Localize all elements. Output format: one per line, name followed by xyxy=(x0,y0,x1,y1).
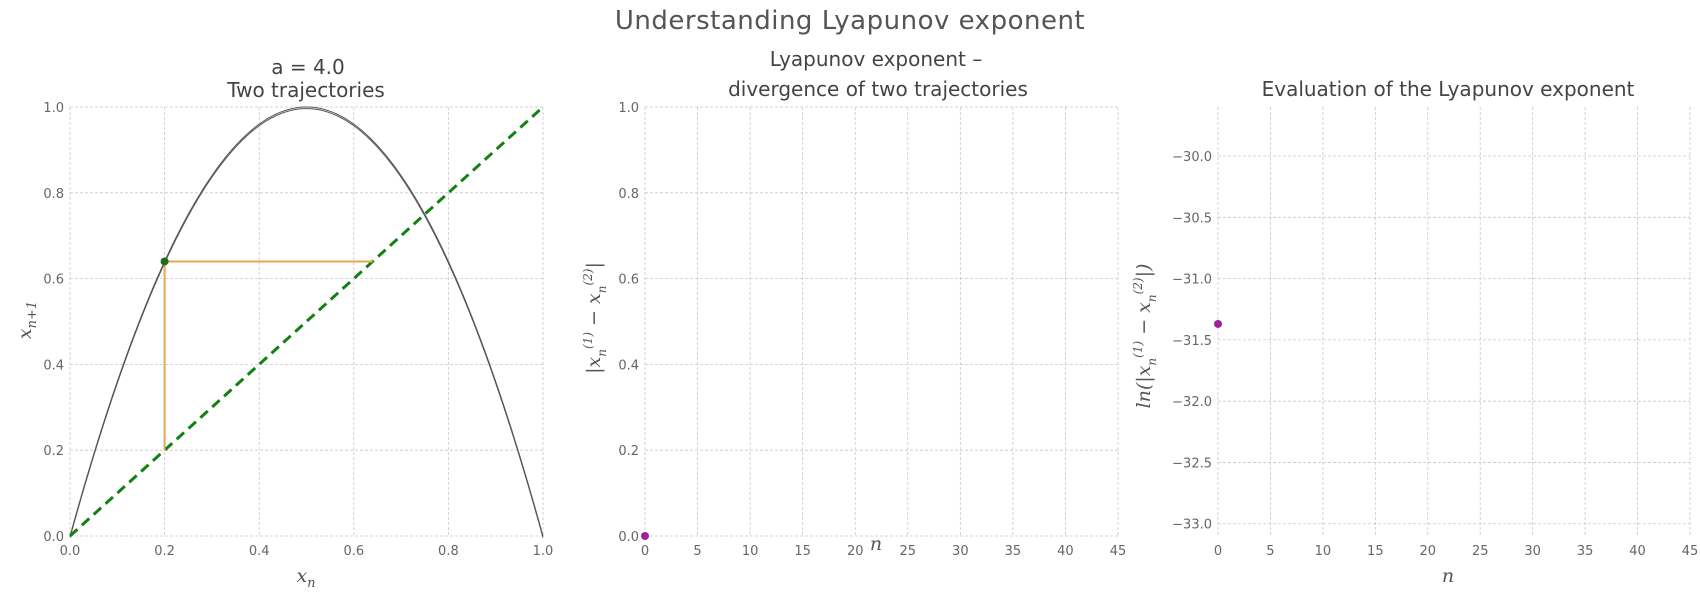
panel-title-line-1: Lyapunov exponent – xyxy=(770,47,982,71)
y-tick-label: −33.0 xyxy=(1172,518,1212,533)
x-tick-label: 0 xyxy=(1214,544,1222,559)
y-tick-label: 0.6 xyxy=(43,273,64,288)
data-point xyxy=(1214,319,1222,328)
y-tick-label: 1.0 xyxy=(618,101,639,116)
y-tick-label: 0.2 xyxy=(43,444,64,459)
y-tick-label: 0.4 xyxy=(43,358,64,373)
plot-area xyxy=(68,105,545,538)
x-tick-label: 0 xyxy=(641,544,649,559)
x-tick-label: 0.2 xyxy=(154,544,175,559)
tick-labels: 0.0 0.2 0.4 0.6 0.8 1.0 0.0 0.2 0.4 0.6 0.8 1.0 xyxy=(43,101,553,559)
x-axis-label: n xyxy=(870,533,882,555)
figure-suptitle: Understanding Lyapunov exponent xyxy=(614,6,1086,36)
panel-title-line-2: divergence of two trajectories xyxy=(728,77,1028,101)
x-tick-label: 20 xyxy=(847,544,864,559)
y-tick-label: 0.0 xyxy=(618,530,639,545)
y-tick-label: 0.4 xyxy=(618,358,639,373)
x-tick-label: 0.6 xyxy=(343,544,364,559)
x-tick-label: 1.0 xyxy=(533,544,554,559)
x-tick-label: 15 xyxy=(1367,544,1384,559)
x-tick-label: 40 xyxy=(1057,544,1074,559)
y-tick-label: 0.8 xyxy=(43,187,64,202)
y-tick-label: −31.0 xyxy=(1172,273,1212,288)
y-tick-label: 0.6 xyxy=(618,273,639,288)
grid xyxy=(644,106,1119,537)
tick-labels: 0 5 10 15 20 25 30 35 40 45 −30.0 −30.5 −31.0 −31.5 −3… xyxy=(1172,150,1698,559)
panel-title-line-1: Evaluation of the Lyapunov exponent xyxy=(1262,77,1635,101)
grid xyxy=(1217,107,1691,536)
x-tick-label: 40 xyxy=(1629,544,1646,559)
x-tick-label: 45 xyxy=(1682,544,1699,559)
identity-line xyxy=(68,105,545,538)
plot-area xyxy=(641,532,649,540)
x-tick-label: 45 xyxy=(1110,544,1127,559)
tick-labels: 0 5 10 15 20 25 30 35 40 45 0.0 0.2 0.4 0.6 0.8 1.0 xyxy=(618,101,1126,559)
x-tick-label: 35 xyxy=(1005,544,1022,559)
x-tick-label: 10 xyxy=(742,544,759,559)
x-axis-label: n xyxy=(1442,565,1454,587)
logistic-map-curve xyxy=(69,108,544,538)
x-tick-label: 15 xyxy=(794,544,811,559)
y-tick-label: −32.0 xyxy=(1172,395,1212,410)
y-tick-label: −31.5 xyxy=(1172,334,1212,349)
x-tick-label: 20 xyxy=(1420,544,1437,559)
panel-title-line-2: Two trajectories xyxy=(226,78,385,102)
y-axis-label: ln(|xn(1) − xn(2)|) xyxy=(1131,264,1159,409)
x-tick-label: 25 xyxy=(900,544,917,559)
x-tick-label: 0.8 xyxy=(438,544,459,559)
x-tick-label: 0.0 xyxy=(60,544,81,559)
y-tick-label: −30.0 xyxy=(1172,150,1212,165)
panel-title-line-1: a = 4.0 xyxy=(271,55,345,79)
x-tick-label: 5 xyxy=(1266,544,1274,559)
logistic-map-curve xyxy=(69,106,544,537)
y-tick-label: 0.0 xyxy=(43,530,64,545)
x-tick-label: 10 xyxy=(1315,544,1332,559)
y-tick-label: 0.8 xyxy=(618,187,639,202)
y-tick-label: −32.5 xyxy=(1172,456,1212,471)
data-point xyxy=(641,532,649,540)
x-tick-label: 0.4 xyxy=(249,544,270,559)
x-tick-label: 5 xyxy=(693,544,701,559)
x-tick-label: 30 xyxy=(952,544,969,559)
y-tick-label: 0.2 xyxy=(618,444,639,459)
x-tick-label: 30 xyxy=(1524,544,1541,559)
plot-area xyxy=(1214,319,1222,328)
x-tick-label: 25 xyxy=(1472,544,1489,559)
y-tick-label: 1.0 xyxy=(43,101,64,116)
y-tick-label: −30.5 xyxy=(1172,211,1212,226)
data-point xyxy=(160,257,169,266)
x-tick-label: 35 xyxy=(1577,544,1594,559)
